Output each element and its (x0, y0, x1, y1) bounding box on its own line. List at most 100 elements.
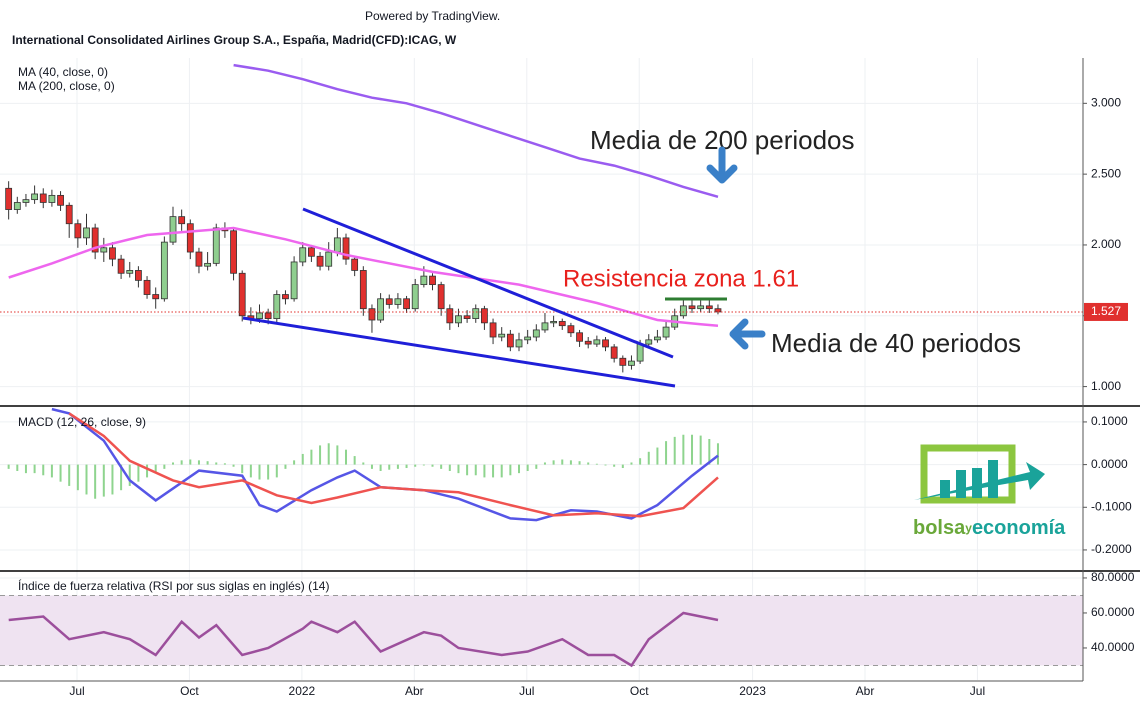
pane-title: Índice de fuerza relativa (RSI por sus s… (18, 578, 329, 593)
powered-by: Powered by TradingView. (365, 9, 500, 23)
histogram-bar (483, 464, 486, 478)
histogram-bar (639, 458, 642, 465)
histogram-bar (258, 464, 261, 480)
candle-body (31, 193, 39, 201)
candle-body (143, 279, 151, 295)
candle-body (679, 305, 687, 317)
candle-body (152, 294, 160, 300)
logo-arrow (914, 462, 1045, 500)
candle-body (135, 270, 142, 281)
x-tick-label: Oct (180, 684, 199, 698)
candle-body (481, 308, 488, 324)
histogram-bar (33, 464, 36, 474)
candle-body (385, 298, 393, 305)
candle-body (39, 193, 47, 203)
histogram-bar (120, 464, 123, 491)
histogram-bar (163, 464, 166, 469)
candle-body (654, 336, 661, 341)
logo-bar (940, 480, 950, 498)
candle-body (186, 223, 194, 253)
logo: bolsayeconomía (913, 444, 1066, 539)
histogram-bar (474, 464, 477, 476)
histogram-bar (665, 441, 668, 465)
candle-body (437, 284, 445, 310)
candle-body (5, 187, 13, 210)
logo-text: bolsayeconomía (913, 517, 1066, 539)
candle-body (230, 230, 237, 274)
candle-body (256, 312, 263, 320)
histogram-bar (716, 443, 719, 465)
logo-bar (988, 460, 998, 498)
histogram-bar (561, 459, 564, 465)
candle-body (117, 258, 125, 274)
histogram-bar (68, 464, 71, 486)
histogram-bar (146, 464, 149, 478)
x-tick-label: 2022 (289, 684, 316, 698)
histogram-bar (708, 439, 711, 465)
histogram-bar (535, 464, 538, 469)
histogram-bar (310, 449, 313, 465)
histogram-bar (172, 462, 175, 465)
candle-body (532, 329, 540, 338)
candle-body (195, 251, 203, 267)
candle-body (160, 241, 168, 300)
candle-body (178, 216, 186, 225)
histogram-bar (180, 460, 183, 465)
y-tick-label: 1.000 (1091, 379, 1121, 393)
logo-frame (920, 444, 1016, 504)
histogram-bar (492, 464, 495, 478)
histogram-bar (448, 464, 451, 472)
histogram-bar (215, 462, 218, 465)
histogram-bar (509, 464, 512, 476)
histogram-bar (50, 464, 53, 478)
histogram-bar (595, 463, 598, 465)
annotation: Media de 40 periodos (771, 328, 1021, 358)
candle-body (472, 308, 480, 320)
histogram-bar (388, 464, 391, 470)
candle-body (308, 247, 315, 257)
candle-body (238, 272, 246, 317)
x-tick-label: 2023 (739, 684, 766, 698)
histogram-bar (102, 464, 105, 497)
candle-body (126, 270, 134, 274)
x-tick-label: Jul (519, 684, 534, 698)
histogram-bar (500, 464, 503, 478)
histogram-bar (466, 464, 469, 476)
moving-average (8, 226, 719, 327)
y-tick-label: 0.0000 (1091, 457, 1128, 471)
candle-body (420, 275, 428, 286)
histogram-bar (197, 460, 200, 465)
histogram-bar (249, 464, 252, 478)
candle-body (403, 298, 410, 310)
y-tick-label: 2.500 (1091, 166, 1121, 180)
histogram-bar (293, 460, 296, 465)
candle-body (429, 275, 436, 286)
candle-body (602, 339, 609, 348)
histogram-bar (284, 464, 287, 469)
logo-bar (972, 468, 982, 498)
candle-body (212, 227, 220, 264)
histogram-bar (656, 447, 659, 465)
trend-line (302, 207, 674, 359)
logo-bar (956, 470, 966, 498)
histogram-bar (267, 464, 270, 480)
candle-body (394, 298, 402, 305)
histogram-bar (24, 464, 27, 474)
x-tick-label: Abr (405, 684, 424, 698)
moving-average (233, 63, 719, 199)
candle-body (628, 360, 635, 366)
x-tick-label: Abr (856, 684, 875, 698)
candle-body (109, 247, 116, 260)
candle-body (273, 294, 281, 320)
histogram-bar (336, 445, 339, 465)
histogram-bar (241, 464, 244, 474)
histogram-bar (604, 464, 607, 466)
histogram-bar (137, 464, 140, 482)
candle-body (558, 321, 566, 327)
histogram-bar (682, 434, 685, 465)
histogram-bar (59, 464, 62, 482)
histogram-bar (232, 464, 235, 467)
candle-body (91, 227, 99, 253)
